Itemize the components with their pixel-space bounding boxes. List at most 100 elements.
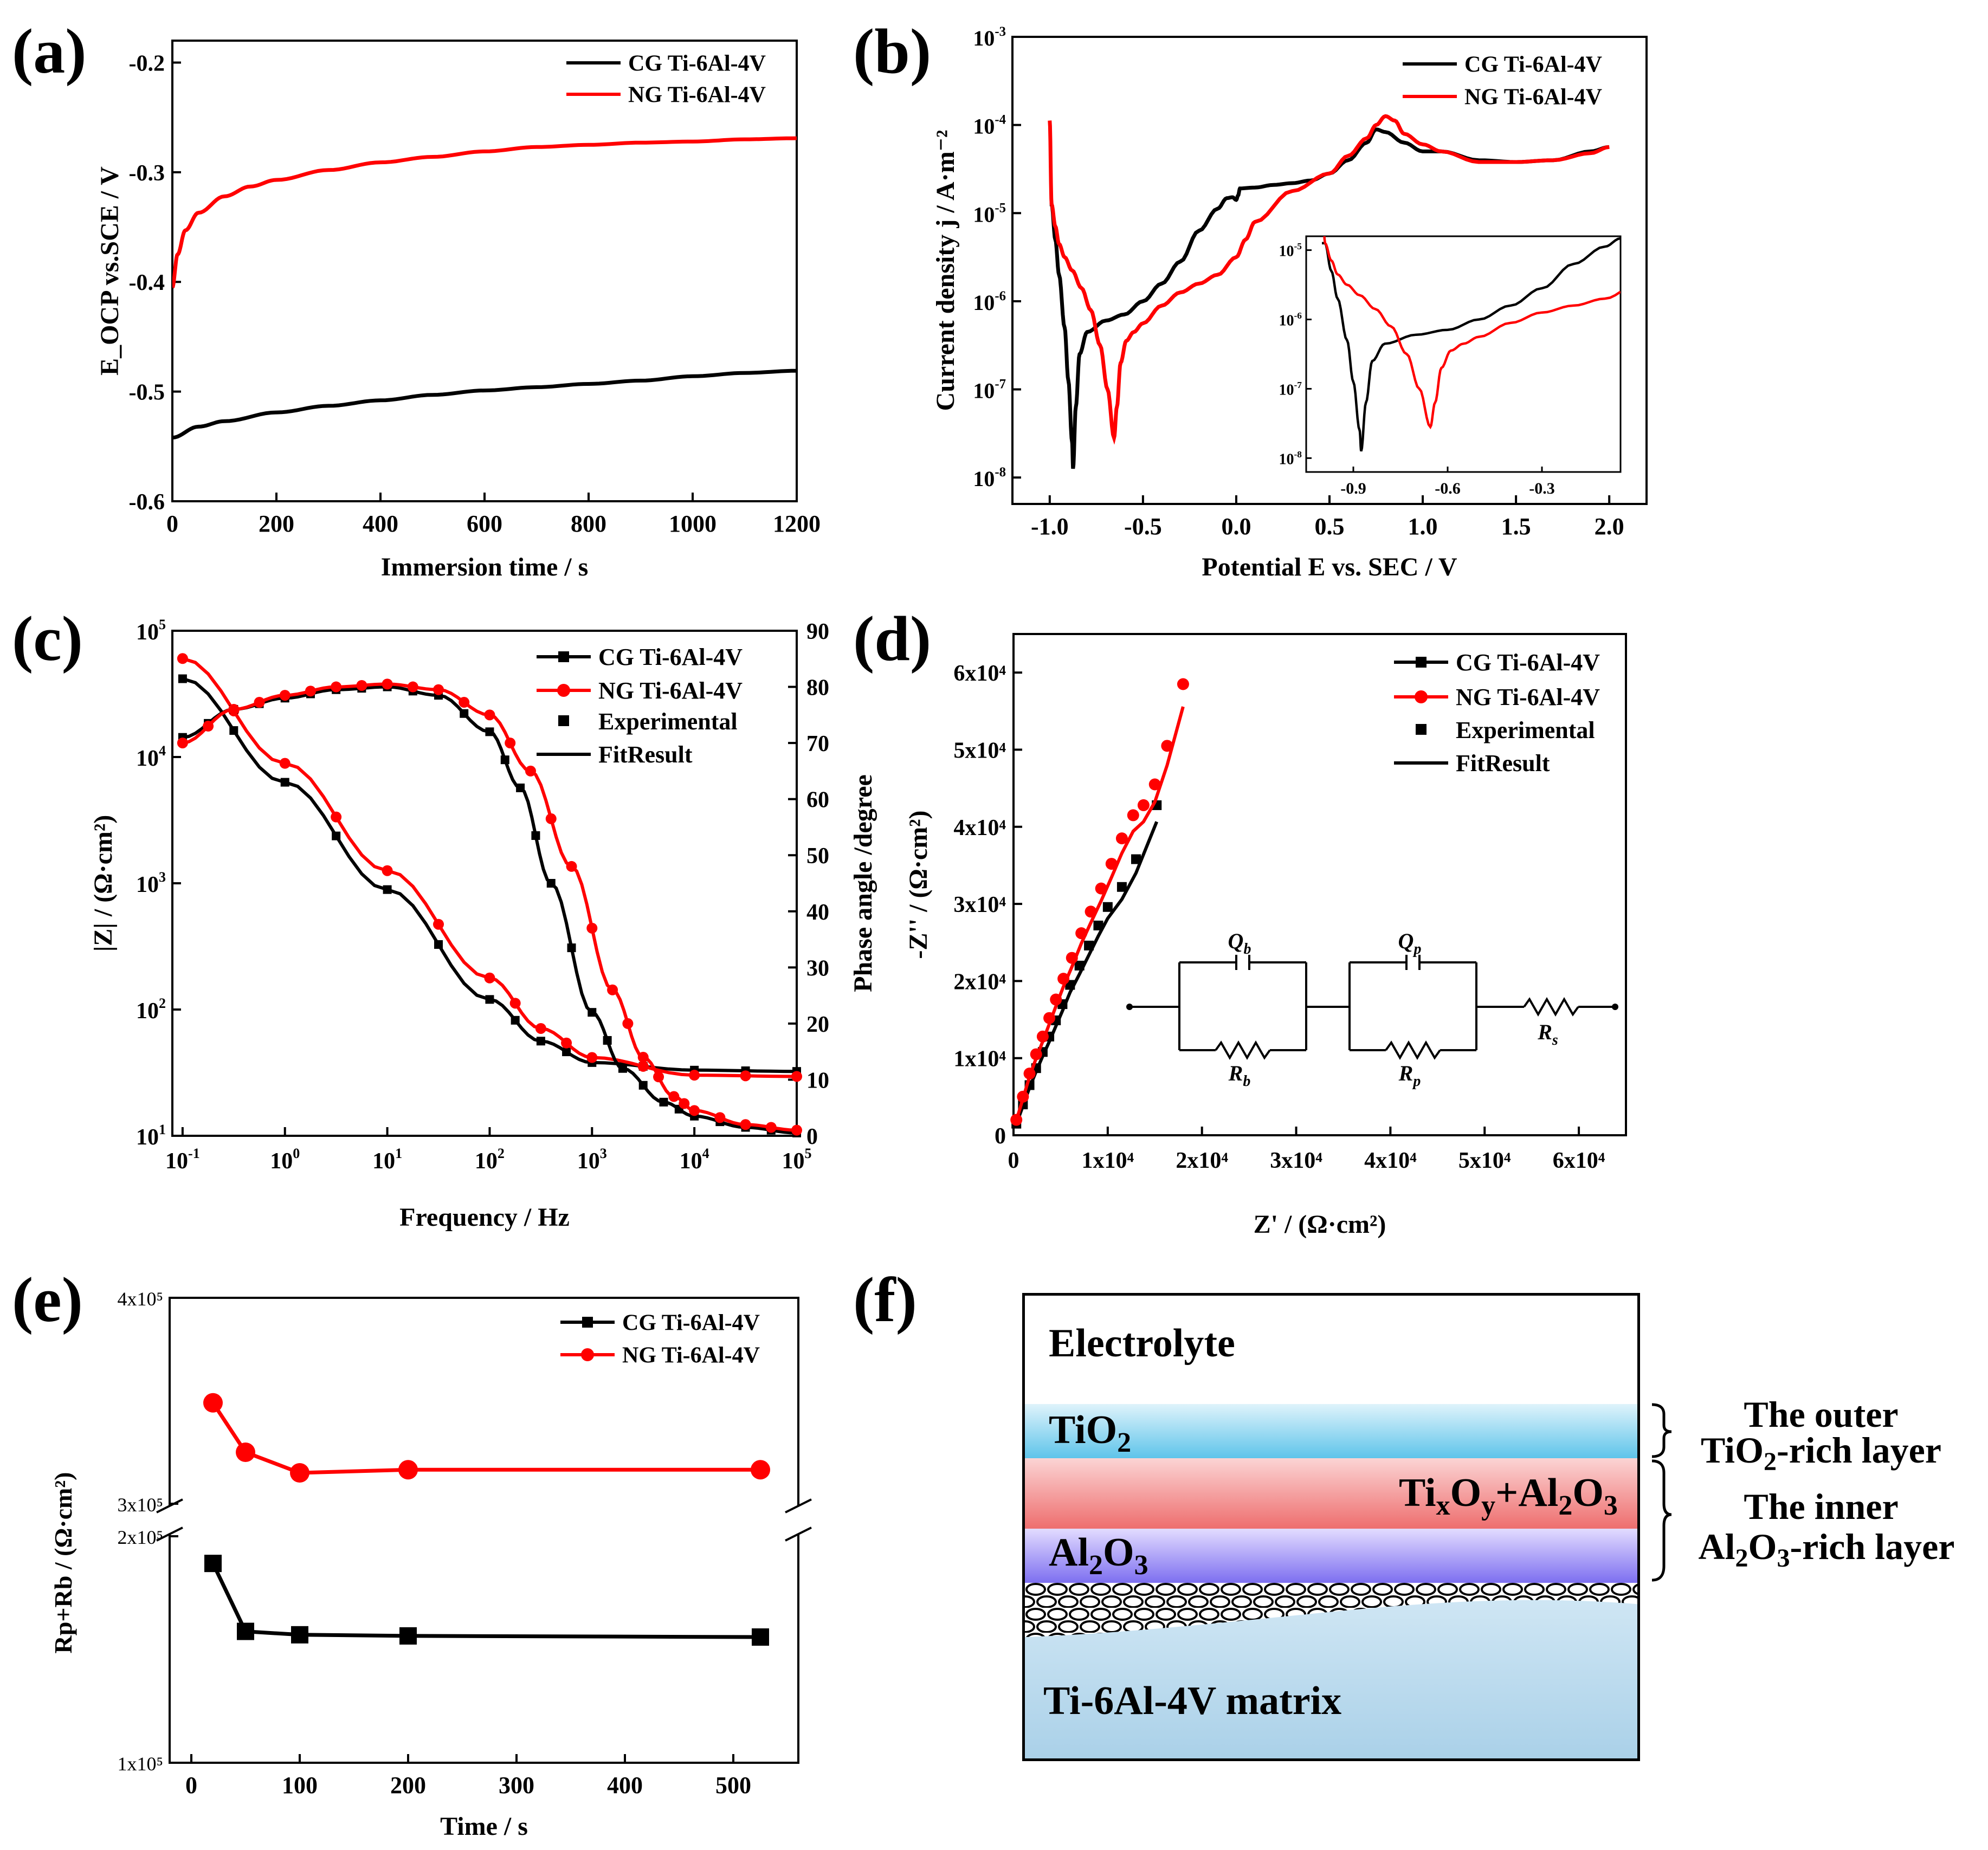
panel-label-e: (e) <box>12 1264 83 1335</box>
legend-c-ng-label: NG Ti-6Al-4V <box>598 677 743 704</box>
marker-c-2-76 <box>603 1036 612 1045</box>
x-tick-label-a-4: 800 <box>571 510 606 537</box>
y-tick-label-c-1: 102 <box>136 995 166 1024</box>
x-tick-label-b-4: 1.0 <box>1408 513 1438 540</box>
marker-c-3-84 <box>653 1071 664 1083</box>
marker-c-3-32 <box>382 678 393 690</box>
marker-c-1-28 <box>509 998 521 1009</box>
x-axis-title-c: Frequency / Hz <box>399 1203 570 1232</box>
y-tick-label-a-2: -0.4 <box>129 270 165 295</box>
x-tick-label-c-3: 102 <box>475 1146 505 1174</box>
x-tick-label-a-0: 0 <box>166 510 178 537</box>
marker-c-2-56 <box>516 783 525 792</box>
inset-y-tick-label-3: 10-5 <box>1279 241 1302 260</box>
marker-c-3-72 <box>607 984 618 995</box>
panel-a: 0 200 400 600 800 1000 1200 -0.6 -0.5 -0.4 -0.3 -0.… <box>95 40 821 581</box>
y-tick-label-d-6: 6x10⁴ <box>953 661 1006 686</box>
marker-c-3-36 <box>407 681 418 693</box>
y-tick-label-d-5: 5x10⁴ <box>953 738 1006 763</box>
y-tick-label-b-4: 10-4 <box>973 113 1006 139</box>
marker-c-3-20 <box>305 685 316 697</box>
y2-tick-label-c-4: 40 <box>806 900 829 925</box>
legend-d-ng-label: NG Ti-6Al-4V <box>1456 684 1600 710</box>
y2-tick-label-c-0: 0 <box>806 1124 818 1149</box>
legend-d-cg-label: CG Ti-6Al-4V <box>1456 649 1600 676</box>
marker-c-3-28 <box>356 680 367 691</box>
x-axis-title-b: Potential E vs. SEC / V <box>1202 553 1457 581</box>
x-tick-label-c-4: 103 <box>577 1146 607 1174</box>
point-e-0-2 <box>291 1626 308 1644</box>
x-tick-label-d-6: 6x10⁴ <box>1553 1148 1605 1173</box>
x-tick-label-a-1: 200 <box>259 510 294 537</box>
y-tick-label-d-2: 2x10⁴ <box>953 969 1006 994</box>
circuit-resistor-s <box>1523 997 1579 1017</box>
point-d-1-0 <box>1010 1114 1023 1126</box>
x-tick-label-c-1: 100 <box>270 1146 300 1174</box>
point-d-0-11 <box>1093 920 1103 930</box>
y-axis-title-c: |Z| / (Ω·cm²) <box>89 815 118 952</box>
inset-y-tick-label-2: 10-6 <box>1279 311 1302 329</box>
point-d-1-13 <box>1115 832 1128 845</box>
marker-c-0-28 <box>511 1015 520 1025</box>
inset-y-tick-label-1: 10-7 <box>1279 380 1302 399</box>
point-d-1-15 <box>1137 799 1150 811</box>
point-d-1-4 <box>1036 1030 1049 1043</box>
marker-c-2-68 <box>567 943 576 953</box>
circuit-block-p-r-label: Rp <box>1398 1061 1421 1090</box>
x-tick-label-a-2: 400 <box>363 510 398 537</box>
panel-c: 10-1 100 101 102 103 104 105101102103104105010… <box>89 617 877 1232</box>
marker-c-1-40 <box>586 1052 598 1063</box>
x-tick-label-b-6: 2.0 <box>1595 513 1624 540</box>
point-e-1-1 <box>236 1443 255 1462</box>
circuit-block-p-resistor <box>1385 1040 1441 1060</box>
x-tick-label-d-2: 2x10⁴ <box>1176 1148 1228 1173</box>
y-tick-label-d-0: 0 <box>995 1124 1006 1149</box>
marker-c-2-44 <box>460 709 469 718</box>
panel-label-d: (d) <box>853 603 932 674</box>
inset-x-tick-label-2: -0.3 <box>1529 480 1555 497</box>
outer-brace <box>1651 1403 1672 1458</box>
fit-line-d-0 <box>1015 821 1158 1125</box>
marker-c-0-16 <box>383 885 392 894</box>
panel-label-a: (a) <box>12 16 87 87</box>
x-tick-label-c-0: 10-1 <box>165 1146 200 1174</box>
marker-c-3-68 <box>586 922 598 934</box>
inset-x-tick-label-0: -0.9 <box>1340 480 1366 497</box>
legend-c-exp-marker <box>558 715 569 726</box>
x-tick-label-e-2: 200 <box>390 1772 426 1799</box>
point-e-0-1 <box>237 1622 254 1640</box>
panel-d: 0 1x10⁴ 2x10⁴ 3x10⁴ 4x10⁴ 5x10⁴ 6x10⁴ 0 1x10⁴ 2x1… <box>904 633 1627 1239</box>
point-d-1-1 <box>1017 1090 1029 1103</box>
x-tick-label-b-3: 0.5 <box>1315 513 1345 540</box>
y-tick-label-a-0: -0.6 <box>129 490 165 515</box>
y-tick-label-c-4: 105 <box>136 617 166 645</box>
inset-series-line-1 <box>1323 236 1621 430</box>
marker-c-3-0 <box>177 738 188 749</box>
point-d-1-16 <box>1148 778 1161 791</box>
y-axis-title-a: E_OCP vs.SCE / V <box>95 166 124 376</box>
series-line-c-0 <box>182 677 797 1073</box>
inset-y-tick-label-0: 10-8 <box>1279 449 1302 468</box>
point-d-0-14 <box>1131 854 1141 864</box>
marker-c-3-108 <box>765 1122 777 1133</box>
circuit-block-b-r-label: Rb <box>1228 1061 1251 1090</box>
y-tick-label-d-1: 1x10⁴ <box>953 1047 1006 1072</box>
y2-axis-title-c: Phase angle /degree <box>849 774 877 992</box>
legend-c-cg-label: CG Ti-6Al-4V <box>598 644 743 670</box>
marker-c-3-40 <box>433 684 444 695</box>
point-e-1-2 <box>290 1463 309 1483</box>
marker-c-1-8 <box>279 758 291 769</box>
circuit-rs-label: Rs <box>1537 1020 1558 1049</box>
legend-a-ng-label: NG Ti-6Al-4V <box>628 82 766 107</box>
point-e-1-4 <box>751 1460 770 1480</box>
panel-label-b: (b) <box>853 16 932 87</box>
x-tick-label-d-0: 0 <box>1008 1148 1019 1173</box>
legend-e-ng-label: NG Ti-6Al-4V <box>622 1343 760 1368</box>
point-d-1-6 <box>1050 993 1062 1006</box>
marker-c-3-112 <box>791 1124 802 1136</box>
marker-c-1-0 <box>177 653 188 664</box>
panel-b: -1.0 -0.5 0.0 0.5 1.0 1.5 2.0 10-8 10-7 10-6 10-5 1… <box>931 24 1648 581</box>
legend-e-cg-label: CG Ti-6Al-4V <box>622 1310 760 1335</box>
legend-d-exp-label: Experimental <box>1456 717 1595 743</box>
matrix-body <box>1025 1600 1637 1758</box>
